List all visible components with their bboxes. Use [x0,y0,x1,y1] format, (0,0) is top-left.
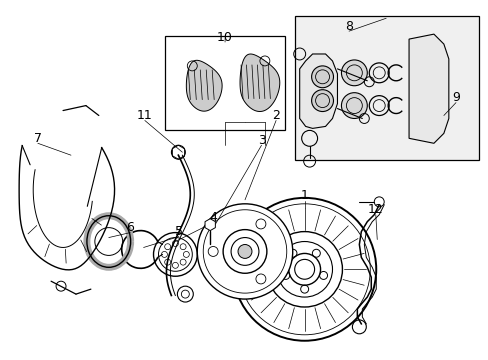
Text: 1: 1 [300,189,308,202]
Circle shape [238,244,251,258]
Polygon shape [299,54,337,129]
Text: 10: 10 [217,31,232,44]
Text: 11: 11 [137,109,152,122]
Text: 2: 2 [272,109,280,122]
Text: 12: 12 [367,203,383,216]
Polygon shape [240,54,279,112]
Text: 8: 8 [345,20,352,33]
Text: 4: 4 [208,211,216,224]
Bar [165,36,284,130]
Bar [294,16,478,160]
Circle shape [311,66,333,88]
Circle shape [311,90,333,112]
Text: 5: 5 [175,225,183,238]
Circle shape [197,204,292,299]
Text: 6: 6 [126,221,134,234]
Polygon shape [186,60,222,111]
Circle shape [341,60,366,86]
Text: 3: 3 [257,134,265,147]
Text: 7: 7 [34,132,42,145]
Polygon shape [408,34,448,143]
Circle shape [288,253,320,285]
Polygon shape [204,219,215,231]
Text: 9: 9 [451,91,459,104]
Circle shape [341,93,366,118]
Circle shape [171,145,185,159]
